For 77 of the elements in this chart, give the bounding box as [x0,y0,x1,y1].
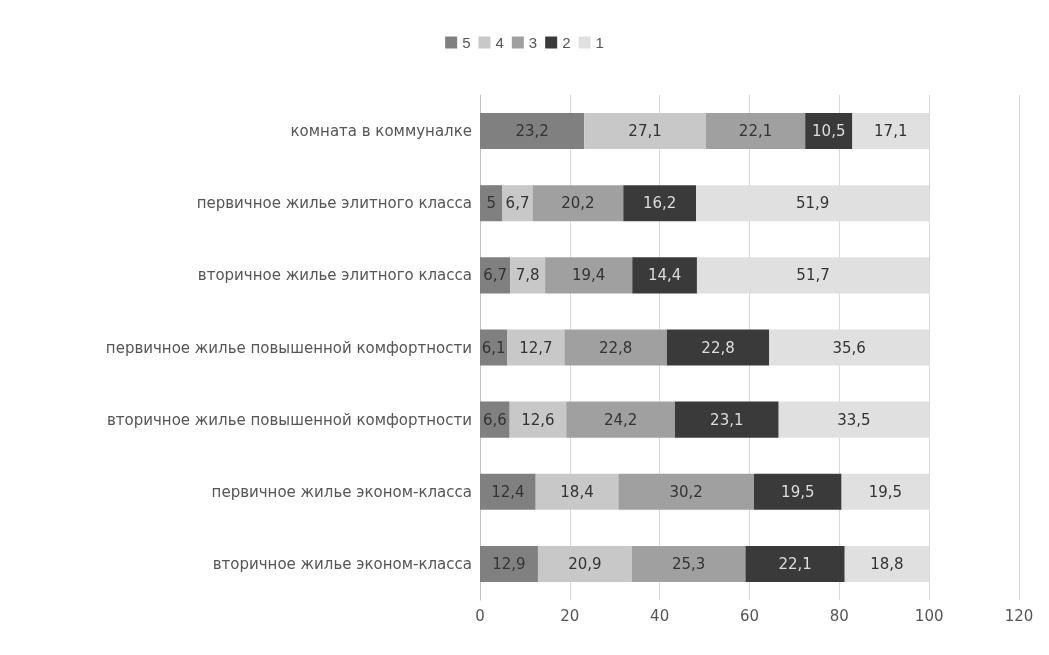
legend-label: 3 [528,34,538,51]
data-label: 20,9 [568,554,602,573]
y-tick-label: вторичное жилье элитного класса [197,266,472,285]
bar [545,257,633,294]
data-label: 19,4 [572,266,606,285]
data-label: 6,7 [483,266,507,285]
x-tick-label: 0 [475,606,485,625]
data-label: 19,5 [781,482,815,501]
bar [564,329,667,366]
data-label: 6,6 [482,410,507,429]
bar [537,545,632,582]
bar [480,113,585,150]
data-label: 24,2 [603,410,638,429]
y-tick-label: первичное жилье эконом-класса [211,482,472,501]
data-label: 12,4 [491,482,525,501]
bar [584,113,706,150]
data-label: 51,9 [795,194,830,213]
bar [674,401,779,438]
legend-label: 5 [462,34,471,51]
data-label: 35,6 [832,338,866,357]
x-tick-label: 20 [560,606,580,625]
bar [566,401,675,438]
bar [509,401,567,438]
x-tick-label: 80 [829,606,849,625]
data-label: 25,3 [671,554,706,573]
data-label: 27,1 [628,122,662,141]
y-tick-label: вторичное жилье эконом-класса [212,554,472,573]
data-label: 18,8 [870,554,904,573]
y-tick-label: первичное жилье повышенной комфортности [105,338,472,357]
y-tick-label: вторичное жилье повышенной комфортности [106,410,472,429]
bar [623,185,697,222]
x-tick-label: 120 [1004,606,1034,625]
data-label: 14,4 [647,266,682,285]
x-tick-label: 40 [650,606,670,625]
bar [480,185,503,222]
bar [480,473,536,510]
bar [632,257,697,294]
data-label: 22,1 [738,122,773,141]
bar [507,329,565,366]
data-label: 6,7 [505,194,530,213]
data-label: 16,2 [642,194,677,213]
bar [666,329,770,366]
bar [532,185,624,222]
x-tick-label: 60 [739,606,760,625]
bar [502,185,533,222]
bar [745,545,845,582]
bar [480,545,538,582]
data-label: 33,5 [837,410,871,429]
data-label: 12,9 [492,554,526,573]
legend-label: 1 [595,34,604,51]
data-label: 18,4 [560,482,594,501]
bar [618,473,754,510]
data-label: 30,2 [669,482,703,501]
data-label: 5 [486,194,496,213]
bar [535,473,619,510]
data-label: 22,1 [778,554,812,573]
data-label: 19,5 [868,482,903,501]
data-label: 23,1 [710,410,744,429]
data-label: 6,1 [481,338,506,357]
data-label: 20,2 [561,194,595,213]
bar [705,113,806,150]
bar [753,473,842,510]
data-label: 12,6 [521,410,555,429]
data-label: 10,5 [812,122,846,141]
data-label: 23,2 [515,122,549,141]
data-label: 12,7 [519,338,553,357]
bar [631,545,746,582]
y-tick-label: комната в коммуналке [290,122,472,141]
legend-label: 2 [562,34,571,51]
data-label: 7,8 [515,266,540,285]
data-label: 51,7 [796,266,830,285]
x-tick-label: 100 [914,606,944,625]
data-label: 17,1 [874,122,908,141]
y-tick-label: первичное жилье элитного класса [196,194,472,213]
legend-label: 4 [495,34,504,51]
data-label: 22,8 [701,338,735,357]
data-label: 22,8 [598,338,633,357]
